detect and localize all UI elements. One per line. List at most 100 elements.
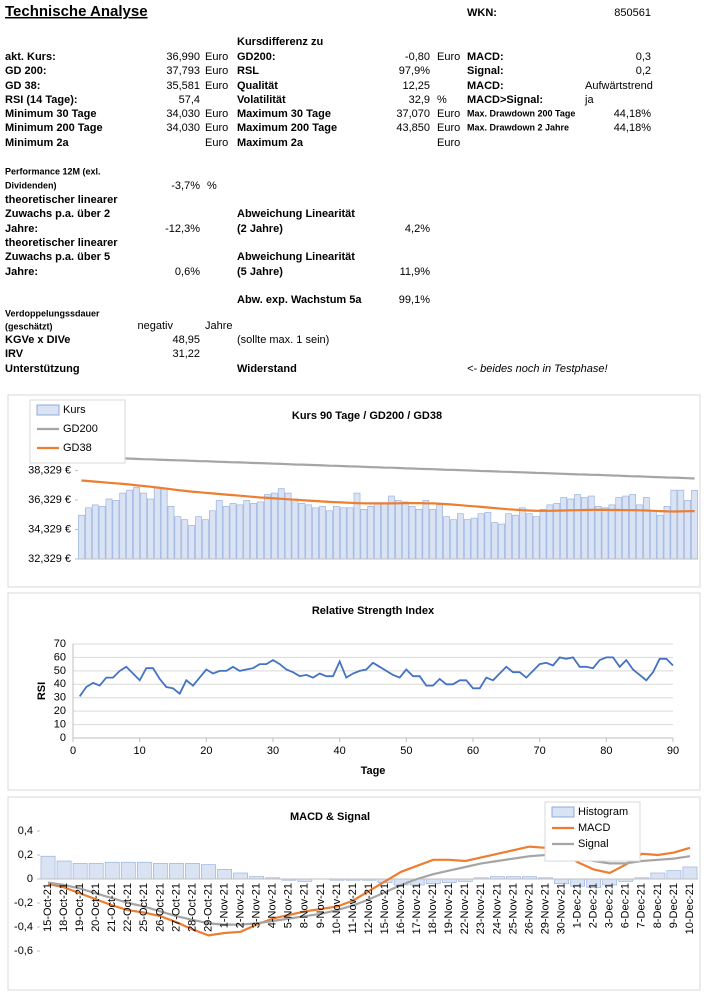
field: Euro [205,122,228,134]
x-tick-label: 20 [200,745,212,757]
field: Jahre [205,320,233,332]
bar [202,519,209,560]
field: % [437,94,447,106]
x-tick-label: 22-Oct-21 [122,883,134,932]
x-tick-label: 15-Nov-21 [379,883,391,934]
bar [56,860,72,880]
y-tick-label: -0,2 [14,897,33,909]
bar [167,506,175,560]
field: Aufwärtstrend [585,80,653,92]
y-tick-label: 0 [60,732,66,744]
line [47,845,691,937]
x-tick-label: 1-Nov-21 [218,883,230,928]
x-tick-label: 28-Oct-21 [186,883,198,932]
legend-label: GD200 [63,423,98,435]
field: Volatilität [237,94,286,106]
bar [85,507,92,560]
bar [388,495,395,560]
legend-swatch [36,404,60,416]
x-tick-label: 40 [334,745,346,757]
bar [643,497,650,560]
bar [381,503,388,560]
bar [271,492,278,560]
x-tick-label: 8-Nov-21 [299,883,311,928]
field: -3,7% [171,180,200,192]
y-tick-label: 20 [54,705,66,717]
bar [133,486,140,560]
bar [649,510,657,560]
field: Euro [437,108,460,120]
bar [525,513,533,560]
bar [574,494,581,560]
y-tick-label: 10 [54,718,66,730]
bar [153,863,168,880]
bar [201,864,216,880]
legend-label: GD38 [63,442,92,454]
field: <- beides noch in Testphase! [467,363,608,375]
bar [691,489,698,560]
field: Maximum 2a [237,137,304,149]
bar [243,500,251,560]
field: negativ [138,320,174,332]
bar [567,498,574,560]
x-tick-label: 25-Nov-21 [507,883,519,934]
x-tick-label: 25-Oct-21 [138,883,150,932]
field: Performance 12M (exl. [5,166,101,176]
field: 57,4 [179,94,200,106]
field: Qualität [237,80,278,92]
bar [408,506,416,560]
bar [374,503,381,560]
legend-swatch [551,806,575,818]
field: 34,030 [166,108,200,120]
bar [546,504,554,560]
y-tick-label: 40 [54,678,66,690]
field: Jahre: [5,223,38,235]
bar [587,495,595,560]
bar [650,872,666,880]
y-tick-label: 60 [54,651,66,663]
field: (geschätzt) [5,321,53,331]
bar [470,517,478,560]
field: 11,9% [400,266,431,278]
x-tick-label: 0 [70,745,76,757]
bar [136,861,152,880]
bar [682,866,698,880]
bar [457,513,464,560]
bar [72,863,88,880]
x-tick-label: 15-Oct-21 [42,883,54,932]
bar [215,500,223,560]
bar [539,508,547,560]
x-tick-label: 10-Dec-21 [684,883,696,934]
bar [367,506,375,560]
field: ja [584,94,594,106]
wkn: 850561 [614,7,651,19]
bar [88,863,104,880]
bar [581,497,588,560]
bar [677,489,685,560]
bar [185,863,200,880]
field: 12,25 [402,80,430,92]
field: Abweichung Linearität [237,251,355,263]
field: Jahre: [5,266,38,278]
bar [666,870,682,880]
bar [233,872,248,880]
x-tick-label: 27-Oct-21 [170,883,182,932]
bar [188,525,195,560]
chart-title: Relative Strength Index [312,605,435,617]
field: Euro [205,108,228,120]
bar [104,861,120,880]
field: Euro [437,137,460,149]
legend-label: Histogram [578,806,628,818]
x-axis-label: Tage [361,765,386,777]
bar [140,492,147,560]
x-tick-label: 29-Oct-21 [202,883,214,932]
x-tick-label: 5-Nov-21 [283,883,295,928]
x-tick-label: 3-Dec-21 [604,883,616,928]
field: 97,9% [399,65,430,77]
field: 99,1% [399,294,430,306]
bar [112,500,120,560]
field: 44,18% [614,108,652,120]
bar [512,514,519,560]
bar [305,504,313,560]
